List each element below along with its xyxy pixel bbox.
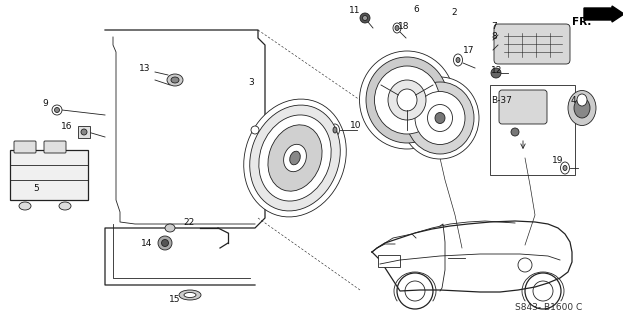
Ellipse shape bbox=[360, 13, 370, 23]
Text: 6: 6 bbox=[413, 4, 419, 13]
Text: 14: 14 bbox=[141, 238, 152, 247]
Ellipse shape bbox=[568, 91, 596, 125]
FancyBboxPatch shape bbox=[14, 141, 36, 153]
Text: 17: 17 bbox=[463, 45, 475, 54]
Ellipse shape bbox=[561, 162, 569, 174]
Ellipse shape bbox=[251, 126, 259, 134]
Ellipse shape bbox=[244, 99, 346, 217]
Ellipse shape bbox=[19, 202, 31, 210]
Ellipse shape bbox=[330, 124, 340, 136]
Text: 22: 22 bbox=[184, 218, 195, 227]
Bar bbox=[378, 255, 400, 267]
FancyBboxPatch shape bbox=[44, 141, 66, 153]
Text: 19: 19 bbox=[551, 156, 563, 164]
Text: 4: 4 bbox=[571, 95, 576, 105]
Text: S843- B1600 C: S843- B1600 C bbox=[515, 303, 583, 313]
Text: 7: 7 bbox=[492, 21, 497, 30]
Text: 5: 5 bbox=[33, 183, 39, 193]
Ellipse shape bbox=[158, 236, 172, 250]
Bar bbox=[490, 85, 575, 175]
Ellipse shape bbox=[359, 51, 455, 149]
Ellipse shape bbox=[161, 239, 168, 246]
Text: 3: 3 bbox=[248, 77, 254, 86]
Ellipse shape bbox=[427, 105, 452, 132]
FancyBboxPatch shape bbox=[494, 24, 570, 64]
Ellipse shape bbox=[415, 92, 465, 145]
Ellipse shape bbox=[81, 129, 87, 135]
Ellipse shape bbox=[54, 108, 60, 113]
Ellipse shape bbox=[491, 68, 501, 78]
Text: 2: 2 bbox=[451, 7, 457, 17]
Ellipse shape bbox=[290, 151, 300, 165]
Ellipse shape bbox=[406, 82, 474, 154]
Text: 12: 12 bbox=[491, 66, 502, 75]
Ellipse shape bbox=[167, 74, 183, 86]
Bar bbox=[10, 150, 88, 200]
Bar bbox=[78, 126, 90, 138]
Ellipse shape bbox=[511, 128, 519, 136]
Ellipse shape bbox=[435, 113, 445, 124]
Text: 16: 16 bbox=[60, 122, 72, 131]
Ellipse shape bbox=[59, 202, 71, 210]
Ellipse shape bbox=[574, 98, 590, 118]
Ellipse shape bbox=[250, 105, 340, 211]
Ellipse shape bbox=[374, 66, 439, 134]
Ellipse shape bbox=[283, 144, 307, 172]
Ellipse shape bbox=[388, 80, 426, 120]
Text: FR.: FR. bbox=[572, 17, 591, 27]
Ellipse shape bbox=[268, 125, 322, 191]
Ellipse shape bbox=[563, 165, 567, 171]
Ellipse shape bbox=[179, 290, 201, 300]
Ellipse shape bbox=[171, 77, 179, 83]
Ellipse shape bbox=[577, 94, 587, 106]
Text: 11: 11 bbox=[348, 5, 360, 14]
Ellipse shape bbox=[456, 58, 460, 62]
Text: 10: 10 bbox=[350, 121, 361, 130]
Text: 18: 18 bbox=[398, 21, 409, 30]
Text: 9: 9 bbox=[42, 99, 48, 108]
Ellipse shape bbox=[363, 15, 368, 20]
Text: 15: 15 bbox=[168, 295, 180, 305]
Ellipse shape bbox=[401, 77, 479, 159]
FancyBboxPatch shape bbox=[499, 90, 547, 124]
Ellipse shape bbox=[259, 115, 331, 201]
Ellipse shape bbox=[397, 89, 417, 111]
Ellipse shape bbox=[395, 26, 399, 30]
Ellipse shape bbox=[184, 292, 196, 298]
Ellipse shape bbox=[454, 54, 462, 66]
Ellipse shape bbox=[393, 23, 401, 33]
Ellipse shape bbox=[52, 105, 62, 115]
FancyArrow shape bbox=[584, 6, 623, 22]
Ellipse shape bbox=[333, 127, 337, 133]
Text: 8: 8 bbox=[492, 31, 497, 41]
Ellipse shape bbox=[165, 224, 175, 232]
Text: 1: 1 bbox=[378, 85, 384, 94]
Text: 13: 13 bbox=[138, 63, 150, 73]
Ellipse shape bbox=[366, 57, 448, 143]
Text: B-37: B-37 bbox=[491, 95, 512, 105]
